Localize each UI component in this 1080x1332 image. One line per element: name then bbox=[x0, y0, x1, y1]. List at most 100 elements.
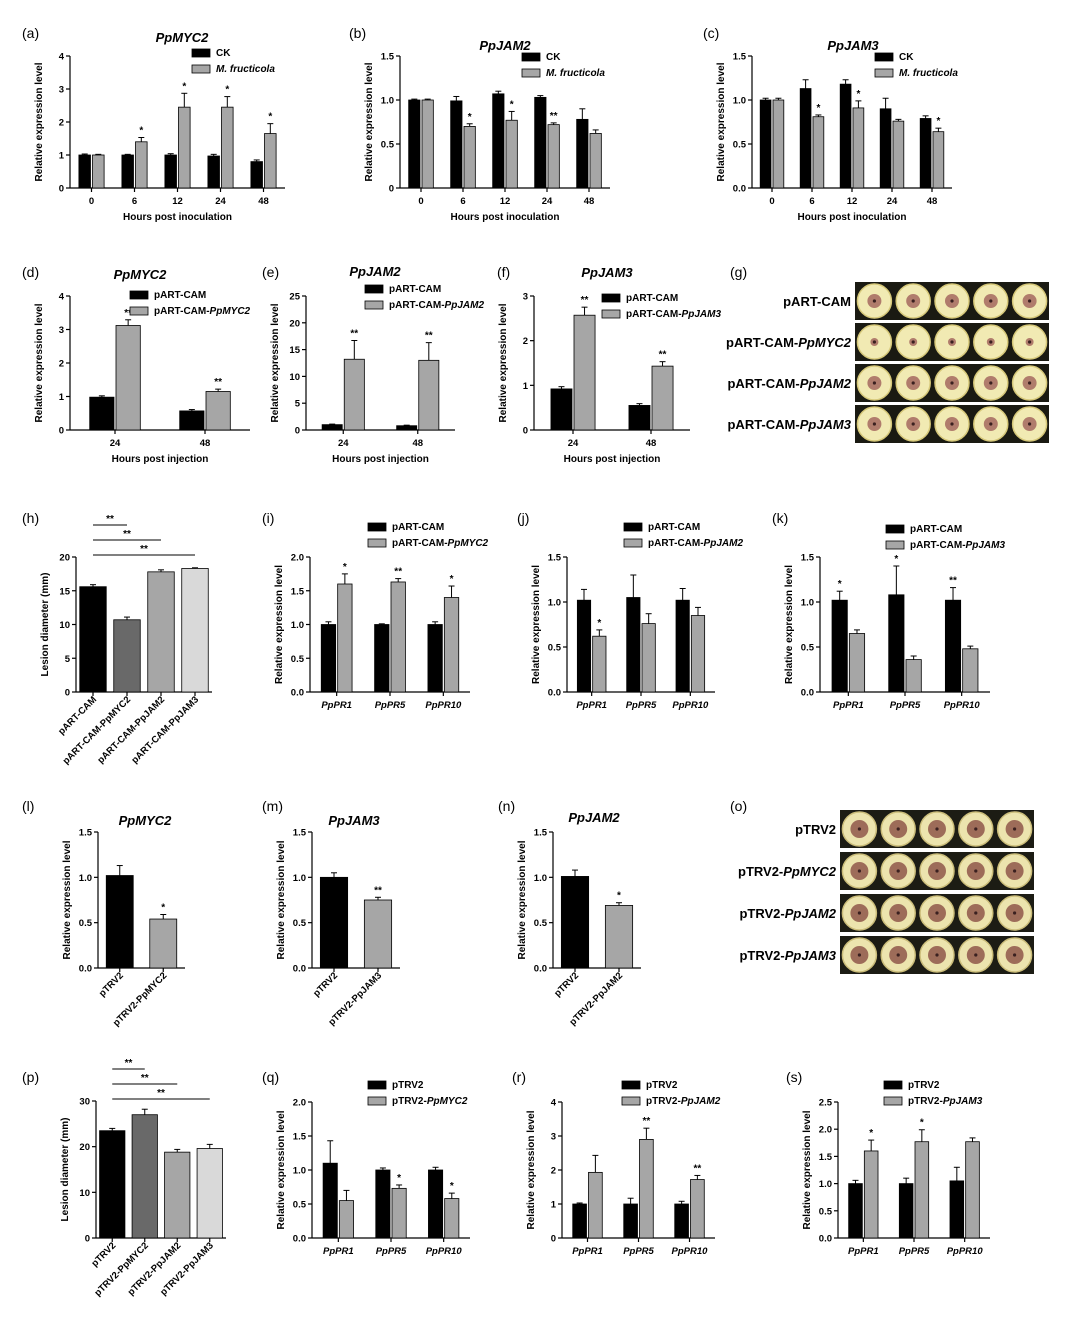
x-tick-label: PpPR5 bbox=[375, 700, 406, 711]
y-tick-label: 1.5 bbox=[548, 553, 562, 564]
y-tick-label: 0.0 bbox=[293, 964, 306, 975]
panel-label-i: (i) bbox=[262, 510, 274, 526]
photo-row-label: pTRV2 bbox=[795, 822, 836, 837]
x-tick-label: 0 bbox=[418, 196, 423, 207]
bar bbox=[181, 568, 209, 693]
legend-label: pART-CAM bbox=[648, 522, 700, 533]
y-tick-label: 0 bbox=[59, 426, 64, 437]
y-axis-label: Relative expression level bbox=[62, 840, 73, 959]
x-tick-label: PpPR5 bbox=[899, 1246, 930, 1257]
legend-swatch bbox=[191, 64, 211, 74]
wound-dot bbox=[872, 340, 877, 344]
legend-swatch bbox=[883, 1096, 903, 1106]
y-tick-label: 0.0 bbox=[733, 184, 746, 195]
wound-dot bbox=[974, 869, 978, 873]
bar bbox=[641, 623, 656, 693]
y-tick-label: 10 bbox=[289, 372, 300, 383]
y-tick-label: 0 bbox=[59, 184, 64, 195]
y-tick-label: 1 bbox=[59, 151, 65, 162]
y-tick-label: 10 bbox=[79, 1188, 90, 1199]
legend-label: CK bbox=[899, 52, 914, 63]
panel-label-m: (m) bbox=[262, 798, 283, 814]
y-tick-label: 3 bbox=[59, 325, 64, 336]
y-tick-label: 2 bbox=[551, 1166, 556, 1177]
panel-label-p: (p) bbox=[22, 1069, 39, 1085]
bar bbox=[428, 1169, 444, 1239]
y-tick-label: 0 bbox=[65, 688, 70, 699]
y-tick-label: 0.0 bbox=[548, 688, 561, 699]
significance-label: * bbox=[894, 554, 898, 565]
legend-label: pTRV2 bbox=[908, 1080, 940, 1091]
significance-label: ** bbox=[659, 350, 667, 361]
y-tick-label: 10 bbox=[59, 620, 70, 631]
significance-label: ** bbox=[374, 885, 382, 896]
bar bbox=[375, 1169, 391, 1239]
panel-label-s: (s) bbox=[786, 1069, 802, 1085]
chart-q: 0.0 0.5 1.0 1.5 2.0 Relative expression level… bbox=[276, 1080, 470, 1257]
bar bbox=[363, 899, 393, 969]
legend-swatch bbox=[521, 68, 541, 78]
legend-swatch bbox=[364, 300, 384, 310]
bar bbox=[205, 391, 231, 431]
wound-dot bbox=[896, 953, 900, 957]
photo-row-label: pTRV2-PpMYC2 bbox=[738, 864, 837, 879]
y-tick-label: 0.5 bbox=[801, 643, 815, 654]
bar bbox=[147, 571, 175, 693]
significance-label: ** bbox=[394, 567, 402, 578]
legend-swatch bbox=[621, 1080, 641, 1090]
y-tick-label: 0.0 bbox=[819, 1234, 832, 1245]
y-tick-label: 1 bbox=[59, 392, 65, 403]
wound-dot bbox=[1028, 381, 1032, 385]
significance-label: * bbox=[268, 112, 272, 123]
chart-title: PpJAM3 bbox=[581, 265, 633, 280]
significance-label: * bbox=[450, 574, 454, 585]
wound-dot bbox=[857, 869, 862, 873]
wound-dot bbox=[1028, 299, 1032, 303]
legend-label: pART-CAM bbox=[392, 522, 444, 533]
bar bbox=[898, 1183, 914, 1239]
y-tick-label: 0.5 bbox=[819, 1206, 833, 1217]
y-tick-label: 0 bbox=[295, 426, 300, 437]
y-tick-label: 1.0 bbox=[291, 620, 304, 631]
photo-row-label: pART-CAM bbox=[783, 294, 851, 309]
x-tick-label: pTRV2 bbox=[311, 970, 340, 999]
x-tick-label: pTRV2 bbox=[552, 970, 581, 999]
wound-dot bbox=[935, 953, 939, 957]
bar bbox=[250, 161, 263, 189]
legend-label: M. fructicola bbox=[216, 64, 275, 75]
legend-swatch bbox=[129, 306, 149, 316]
x-tick-label: 6 bbox=[132, 196, 137, 207]
bar bbox=[421, 99, 434, 189]
significance-label: * bbox=[450, 1181, 454, 1192]
y-tick-label: 3 bbox=[551, 1132, 556, 1143]
significance-label: ** bbox=[350, 328, 358, 339]
chart-title: PpMYC2 bbox=[156, 30, 210, 45]
y-tick-label: 3 bbox=[59, 85, 64, 96]
wound-dot bbox=[857, 953, 862, 957]
legend-swatch bbox=[885, 524, 905, 534]
panel-label-c: (c) bbox=[703, 25, 719, 41]
bar bbox=[965, 1141, 980, 1239]
bar bbox=[492, 93, 505, 189]
wound-dot bbox=[896, 869, 900, 873]
wound-dot bbox=[950, 381, 954, 385]
bar bbox=[391, 1187, 407, 1239]
wound-dot bbox=[1028, 340, 1032, 344]
legend-swatch bbox=[885, 540, 905, 550]
y-tick-label: 2.0 bbox=[291, 553, 304, 564]
bar bbox=[427, 624, 443, 693]
bar bbox=[337, 583, 353, 693]
wound-dot bbox=[1013, 953, 1017, 957]
legend-swatch bbox=[367, 522, 387, 532]
x-tick-label: PpPR10 bbox=[947, 1246, 984, 1257]
bar bbox=[547, 124, 560, 189]
x-tick-label: 0 bbox=[769, 196, 774, 207]
bar bbox=[343, 358, 365, 431]
x-tick-label: 12 bbox=[847, 196, 858, 207]
wound-dot bbox=[974, 953, 978, 957]
y-axis-label: Lesion diameter (mm) bbox=[60, 1118, 71, 1222]
significance-label: * bbox=[510, 99, 514, 110]
x-tick-label: 6 bbox=[460, 196, 465, 207]
bar bbox=[888, 594, 905, 693]
chart-title: PpJAM3 bbox=[827, 38, 879, 53]
